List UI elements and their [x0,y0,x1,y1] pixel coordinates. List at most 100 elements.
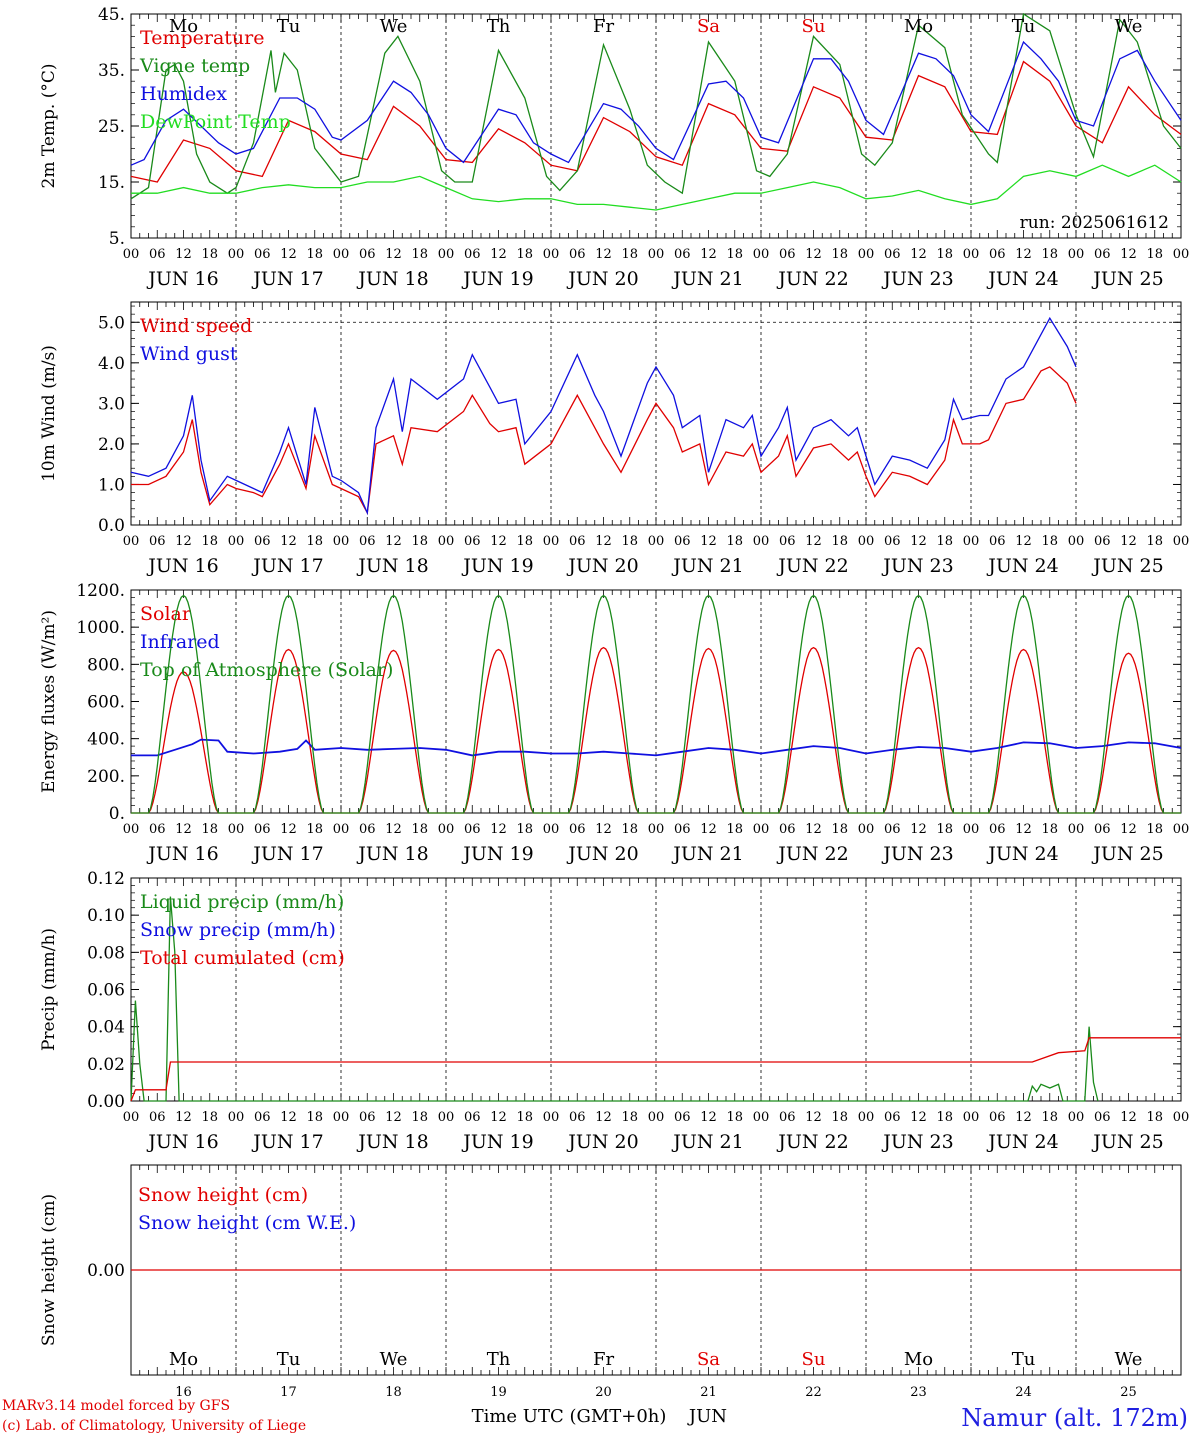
hour-tick-label: 12 [280,534,297,549]
date-label: JUN 18 [356,268,428,290]
y-axis-label: 2m Temp. (°C) [39,63,59,188]
hour-tick-label: 18 [1146,822,1163,837]
hour-tick-label: 00 [753,247,770,262]
hour-tick-label: 12 [490,822,507,837]
day-number: 19 [490,1385,507,1400]
hour-tick-label: 12 [1015,247,1032,262]
y-tick-label: 400. [87,730,125,750]
hour-tick-label: 00 [963,1110,980,1125]
hour-tick-label: 06 [1094,822,1111,837]
hour-tick-label: 18 [411,1110,428,1125]
day-name: Th [487,1349,511,1370]
series-liquid-precip-mm-h- [130,896,1099,1102]
y-tick-label: 0. [109,804,125,824]
hour-tick-label: 18 [306,534,323,549]
day-number: 23 [910,1385,927,1400]
date-label: JUN 24 [986,843,1058,865]
day-name: We [380,1349,408,1370]
date-label: JUN 25 [1091,555,1163,577]
hour-tick-label: 12 [175,822,192,837]
day-name: Mo [904,1349,933,1370]
date-label: JUN 20 [566,843,638,865]
hour-tick-label: 00 [963,247,980,262]
date-label: JUN 19 [461,843,533,865]
y-tick-label: 200. [87,767,125,787]
hour-tick-label: 18 [1041,247,1058,262]
hour-tick-label: 18 [831,534,848,549]
date-label: JUN 16 [146,1131,218,1153]
day-name: We [380,16,408,37]
date-label: JUN 22 [776,843,848,865]
hour-tick-label: 06 [149,534,166,549]
hour-tick-label: 00 [333,1110,350,1125]
date-label: JUN 16 [146,843,218,865]
hour-tick-label: 00 [963,822,980,837]
day-name: Th [487,16,511,37]
series-humidex [130,40,1182,166]
hour-tick-label: 00 [333,822,350,837]
hour-tick-label: 00 [123,247,140,262]
date-label: JUN 19 [461,1131,533,1153]
date-label: JUN 22 [776,1131,848,1153]
panel-2-frame [130,301,1182,526]
hour-tick-label: 00 [438,822,455,837]
hour-tick-label: 12 [910,247,927,262]
hour-tick-label: 06 [464,822,481,837]
hour-tick-label: 18 [726,534,743,549]
legend-entry: Total cumulated (cm) [140,947,345,969]
hour-tick-label: 12 [385,247,402,262]
date-label: JUN 17 [251,268,323,290]
hour-tick-label: 00 [648,1110,665,1125]
date-label: JUN 25 [1091,268,1163,290]
hour-tick-label: 12 [1015,1110,1032,1125]
day-name: Fr [593,1349,614,1370]
hour-tick-label: 06 [1094,247,1111,262]
hour-tick-label: 00 [753,534,770,549]
hour-tick-label: 18 [726,822,743,837]
y-tick-label: 2.0 [98,435,125,455]
hour-tick-label: 00 [123,534,140,549]
hour-tick-label: 00 [858,822,875,837]
x-axis-month: JUN [687,1406,727,1427]
y-tick-label: 1.0 [98,475,125,495]
hour-tick-label: 18 [201,534,218,549]
hour-tick-label: 00 [1068,822,1085,837]
day-name: Mo [169,16,198,37]
date-label: JUN 25 [1091,1131,1163,1153]
date-label: JUN 24 [986,268,1058,290]
legend-entry: Humidex [140,83,227,105]
legend-entry: Wind gust [140,343,238,365]
hour-tick-label: 06 [1094,1110,1111,1125]
hour-tick-label: 00 [228,822,245,837]
hour-tick-label: 06 [254,247,271,262]
date-label: JUN 21 [671,268,743,290]
run-label: run: 2025061612 [1020,213,1169,233]
hour-tick-label: 12 [595,822,612,837]
hour-tick-label: 18 [621,822,638,837]
date-label: JUN 18 [356,843,428,865]
y-tick-label: 25. [98,117,125,137]
hour-tick-label: 00 [1068,534,1085,549]
date-label: JUN 24 [986,555,1058,577]
hour-tick-label: 06 [254,822,271,837]
hour-tick-label: 06 [149,822,166,837]
hour-tick-label: 12 [805,247,822,262]
hour-tick-label: 18 [201,822,218,837]
hour-tick-label: 00 [648,534,665,549]
date-label: JUN 16 [146,555,218,577]
date-label: JUN 18 [356,555,428,577]
date-label: JUN 17 [251,843,323,865]
day-number: 16 [175,1385,192,1400]
hour-tick-label: 18 [411,247,428,262]
hour-tick-label: 18 [831,247,848,262]
date-label: JUN 21 [671,1131,743,1153]
y-tick-label: 15. [98,173,125,193]
y-tick-label: 0.04 [87,1018,125,1038]
hour-tick-label: 18 [411,534,428,549]
hour-tick-label: 18 [1146,534,1163,549]
hour-tick-label: 18 [306,247,323,262]
hour-tick-label: 06 [569,1110,586,1125]
hour-tick-label: 06 [884,822,901,837]
hour-tick-label: 12 [805,822,822,837]
lab-credit: (c) Lab. of Climatology, University of L… [2,1418,307,1434]
